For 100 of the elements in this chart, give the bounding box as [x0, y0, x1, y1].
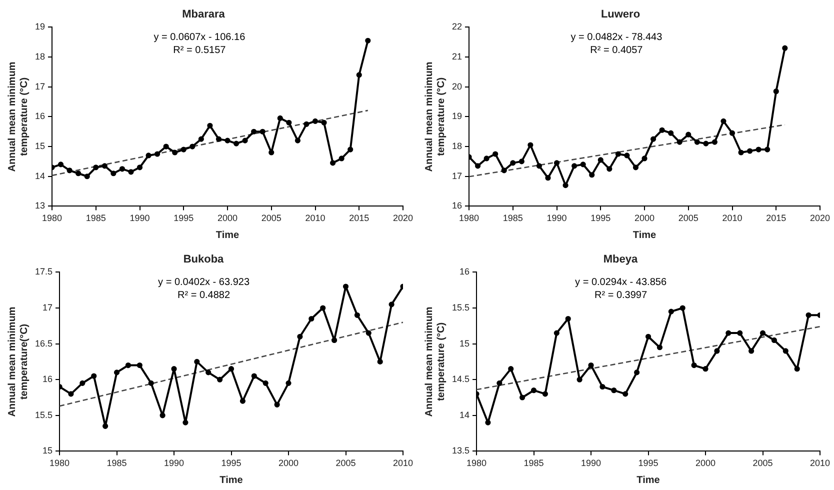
point — [794, 366, 800, 372]
point — [676, 139, 682, 145]
annotation: R² = 0.3997 — [594, 290, 648, 301]
point — [163, 144, 169, 150]
x-tick-label: 1990 — [164, 458, 184, 468]
point — [286, 380, 292, 386]
y-tick-label: 17 — [34, 81, 46, 92]
x-tick-label: 2020 — [810, 213, 830, 224]
point — [528, 142, 534, 148]
y-tick-label: 17.5 — [34, 266, 53, 277]
x-tick-label: 1980 — [466, 458, 487, 468]
point — [642, 156, 648, 162]
point — [182, 420, 188, 426]
point — [330, 160, 336, 166]
annotation: y = 0.0607x - 106.16 — [154, 32, 246, 43]
point — [110, 170, 116, 176]
x-axis-title: Time — [216, 230, 240, 241]
point — [712, 139, 718, 145]
point — [66, 168, 72, 174]
chart-title: Luwero — [600, 8, 640, 21]
point — [600, 384, 606, 390]
point — [354, 312, 360, 318]
point — [240, 398, 246, 404]
y-tick-label: 19 — [34, 22, 46, 32]
point — [274, 402, 280, 408]
point — [656, 344, 663, 350]
y-tick-label: 15 — [34, 141, 46, 152]
y-axis-title: Annual mean minimum temperature (°C) — [6, 62, 30, 172]
point — [58, 162, 64, 168]
point — [738, 150, 744, 156]
point — [542, 391, 548, 397]
point — [576, 376, 582, 382]
y-tick-label: 14 — [460, 410, 470, 420]
x-tick-label: 2010 — [392, 458, 414, 468]
y-tick-label: 16 — [42, 374, 53, 384]
point — [180, 146, 186, 152]
point — [356, 72, 362, 78]
x-axis-title: Time — [220, 474, 244, 486]
point — [702, 366, 708, 372]
y-axis-title: Annual mean minimum temperature(°C) — [6, 306, 30, 417]
point — [277, 115, 283, 121]
point — [545, 175, 551, 181]
point — [206, 370, 212, 376]
x-tick-label: 2000 — [217, 213, 238, 224]
x-tick-label: 1995 — [174, 213, 194, 224]
point — [764, 146, 770, 152]
point — [668, 308, 674, 314]
point — [729, 130, 736, 136]
point — [262, 380, 268, 386]
point — [114, 370, 120, 376]
y-tick-label: 18 — [452, 141, 462, 152]
x-tick-label: 1985 — [502, 213, 523, 224]
x-tick-label: 1980 — [50, 458, 70, 468]
annotation: R² = 0.4057 — [590, 44, 644, 56]
point — [748, 348, 754, 354]
point — [554, 160, 560, 166]
point — [128, 169, 134, 175]
point — [377, 358, 383, 364]
x-tick-label: 2010 — [722, 213, 742, 224]
chart-title: Bukoba — [183, 254, 225, 266]
y-tick-label: 15 — [42, 446, 53, 456]
annotation: R² = 0.4882 — [178, 290, 230, 301]
y-tick-label: 14 — [34, 170, 46, 181]
point — [485, 420, 491, 426]
y-tick-label: 16 — [460, 266, 470, 277]
x-tick-label: 2020 — [392, 213, 414, 224]
point — [294, 138, 301, 144]
point — [756, 146, 762, 152]
point — [588, 362, 594, 368]
point — [260, 128, 266, 134]
point — [91, 373, 97, 379]
x-tick-label: 2005 — [678, 213, 698, 224]
y-tick-label: 16 — [452, 200, 462, 211]
point — [304, 121, 310, 127]
point — [606, 166, 612, 172]
point — [388, 302, 394, 308]
point — [207, 122, 213, 128]
x-tick-label: 1995 — [221, 458, 242, 468]
point — [228, 366, 234, 372]
point — [501, 168, 507, 174]
point — [650, 136, 656, 142]
point — [589, 172, 595, 178]
y-axis-title: Annual mean minimum temperature (°C) — [424, 306, 447, 417]
point — [554, 330, 560, 336]
y-tick-label: 21 — [452, 52, 462, 62]
y-tick-label: 15.5 — [34, 410, 53, 420]
point — [172, 150, 178, 156]
point — [691, 362, 697, 368]
y-tick-label: 13.5 — [452, 446, 470, 456]
x-tick-label: 1995 — [590, 213, 611, 224]
point — [102, 163, 108, 169]
point — [622, 391, 628, 397]
x-tick-label: 2010 — [305, 213, 326, 224]
point — [536, 163, 542, 169]
point — [645, 334, 652, 340]
point — [520, 394, 526, 400]
point — [806, 312, 812, 318]
point — [84, 174, 90, 180]
point — [268, 150, 274, 156]
point — [562, 182, 568, 188]
